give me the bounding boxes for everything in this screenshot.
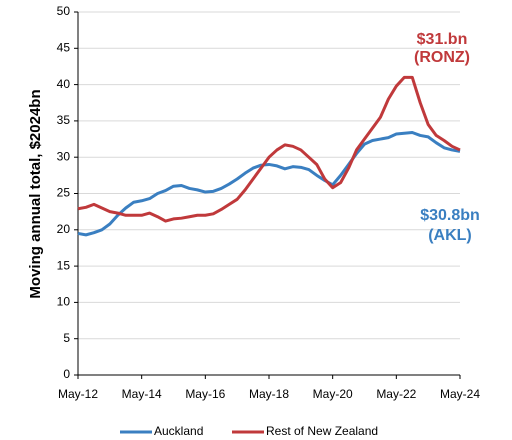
series-line: [77, 75, 461, 223]
x-tick-label: May-12: [58, 387, 98, 401]
y-tick-label: 15: [57, 258, 71, 272]
annotation: $30.8bn: [420, 207, 480, 224]
y-tick-label: 35: [57, 113, 71, 127]
y-tick-label: 50: [57, 4, 71, 18]
legend-label: Rest of New Zealand: [266, 424, 378, 438]
x-tick-label: May-14: [122, 387, 162, 401]
y-tick-label: 45: [57, 40, 71, 54]
y-tick-label: 0: [63, 367, 70, 381]
y-tick-label: 40: [57, 77, 71, 91]
y-tick-label: 5: [63, 331, 70, 345]
y-tick-label: 20: [57, 222, 71, 236]
x-tick-label: May-24: [440, 387, 480, 401]
annotation: (AKL): [428, 227, 472, 244]
x-tick-label: May-16: [185, 387, 225, 401]
x-tick-label: May-18: [249, 387, 289, 401]
x-tick-label: May-20: [313, 387, 353, 401]
legend-label: Auckland: [154, 424, 203, 438]
annotation: $31.bn: [417, 31, 468, 48]
x-tick-label: May-22: [376, 387, 416, 401]
series-line: [77, 131, 461, 237]
y-axis-label: Moving annual total, $2024bn: [27, 89, 44, 298]
y-tick-label: 30: [57, 149, 71, 163]
y-tick-label: 25: [57, 186, 71, 200]
annotation: (RONZ): [414, 49, 470, 66]
y-tick-label: 10: [57, 295, 71, 309]
